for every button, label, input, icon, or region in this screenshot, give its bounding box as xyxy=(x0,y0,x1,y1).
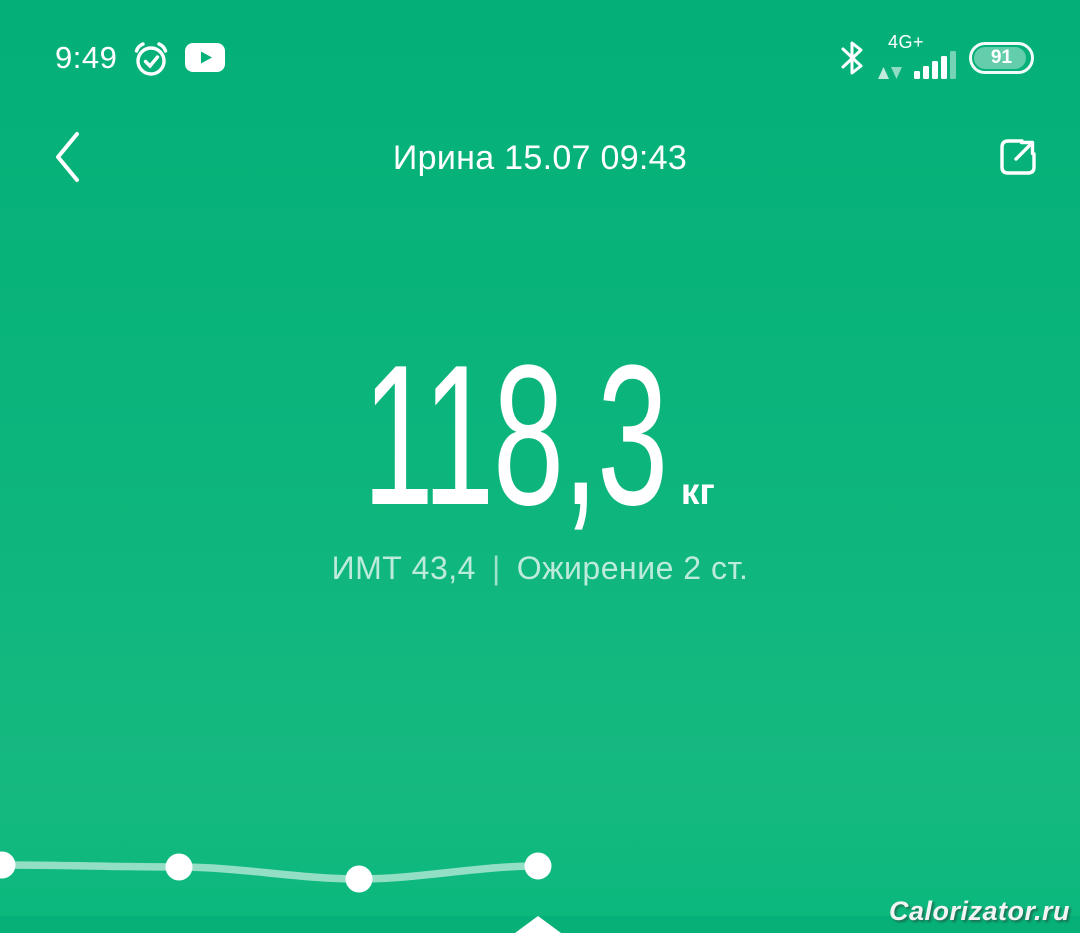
alarm-icon xyxy=(132,38,170,78)
bmi-category: Ожирение 2 ст. xyxy=(516,550,749,586)
status-bar: 9:49 4G+ xyxy=(55,32,1034,84)
selected-point-pointer xyxy=(515,916,561,933)
signal-bars-icon xyxy=(914,51,956,79)
network-type-label: 4G+ xyxy=(888,32,925,52)
chevron-left-icon xyxy=(52,130,84,189)
weight-unit: кг xyxy=(680,471,715,512)
battery-percent: 91 xyxy=(990,47,1013,68)
battery-indicator: 91 xyxy=(969,42,1034,74)
bmi-divider: | xyxy=(491,550,501,586)
weight-reading: 118,3 кг xyxy=(0,336,1080,536)
weight-value: 118,3 xyxy=(362,324,669,547)
battery-fill xyxy=(974,47,1026,69)
trend-dot[interactable] xyxy=(165,853,193,881)
nav-bar: Ирина 15.07 09:43 xyxy=(0,122,1080,194)
bmi-summary: ИМТ 43,4 | Ожирение 2 ст. xyxy=(0,550,1080,587)
trend-dot[interactable] xyxy=(0,851,16,879)
page-title: Ирина 15.07 09:43 xyxy=(392,138,688,177)
trend-dot[interactable] xyxy=(345,865,373,893)
bluetooth-icon xyxy=(839,38,865,78)
clock-time: 9:49 xyxy=(55,40,118,75)
data-arrows-icon xyxy=(878,67,902,79)
watermark: Calorizator.ru xyxy=(888,896,1070,926)
trend-line xyxy=(0,861,542,883)
signal-indicator: 4G+ xyxy=(878,32,956,82)
weight-trend-chart[interactable] xyxy=(0,820,1080,933)
back-button[interactable] xyxy=(52,130,96,189)
youtube-icon xyxy=(185,43,226,73)
trend-dot[interactable] xyxy=(524,852,552,880)
share-button[interactable] xyxy=(994,133,1042,181)
bmi-value: ИМТ 43,4 xyxy=(331,550,476,586)
open-external-icon xyxy=(994,139,1042,185)
